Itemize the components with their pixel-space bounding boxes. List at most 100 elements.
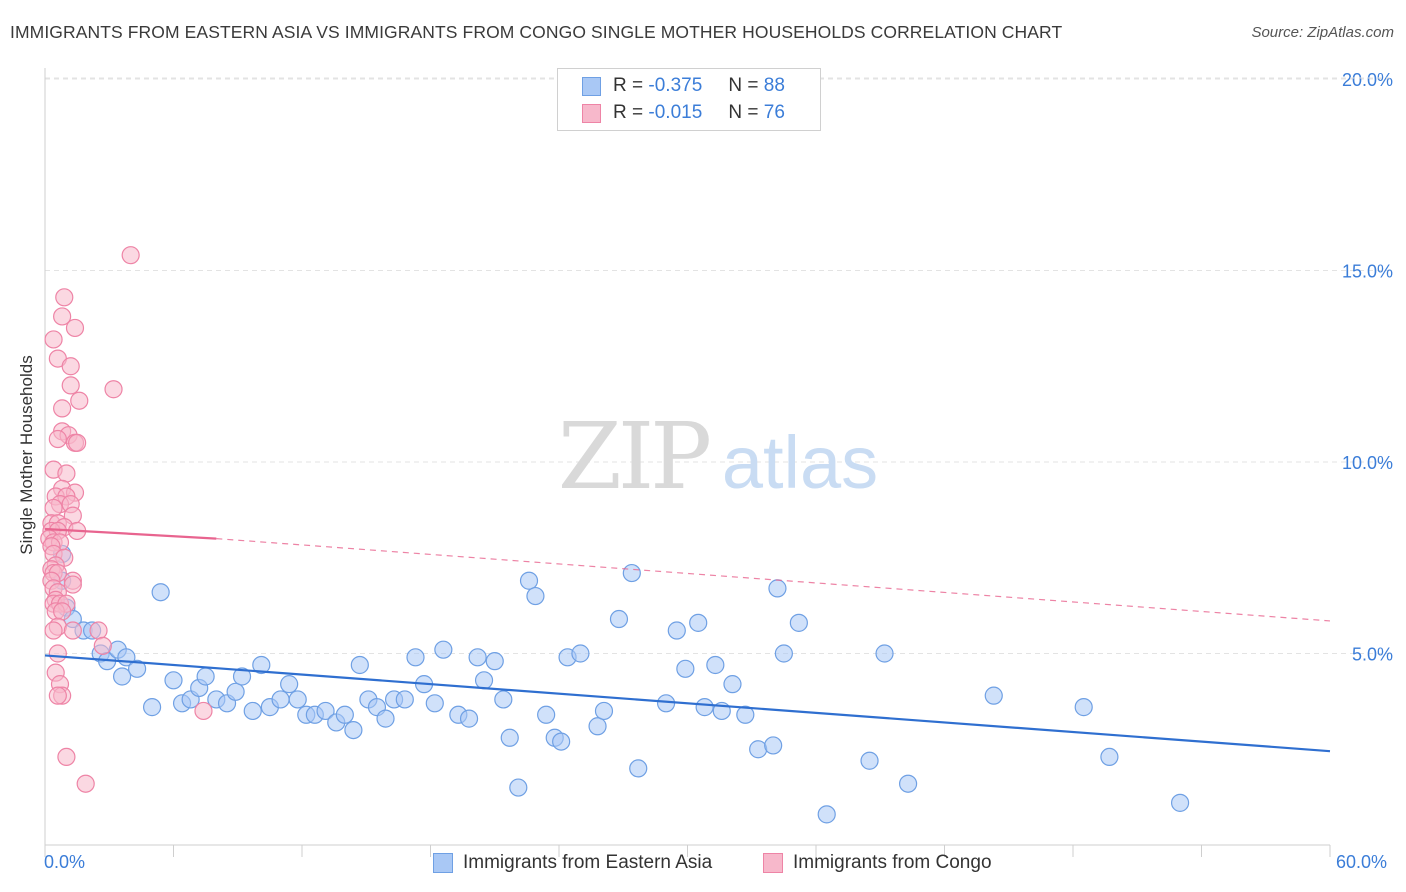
data-point-congo	[121, 246, 140, 265]
data-point-eastern-asia	[764, 736, 783, 755]
data-point-eastern-asia	[695, 698, 714, 717]
data-point-congo	[61, 376, 80, 395]
data-point-eastern-asia	[127, 659, 147, 678]
data-point-eastern-asia	[667, 621, 686, 640]
watermark-zip: ZIP	[558, 403, 709, 510]
data-point-eastern-asia	[434, 640, 453, 659]
data-point-eastern-asia	[288, 690, 307, 709]
data-point-eastern-asia	[316, 701, 335, 721]
data-point-eastern-asia	[344, 720, 363, 740]
data-point-eastern-asia	[252, 655, 271, 675]
data-point-eastern-asia	[151, 583, 170, 602]
series-legend-label: Immigrants from Eastern Asia	[463, 852, 713, 873]
legend-swatch-blue	[582, 76, 601, 96]
data-point-eastern-asia	[898, 774, 918, 793]
data-point-eastern-asia	[609, 609, 629, 629]
y-tick-label: 15.0%	[1342, 262, 1393, 282]
data-point-eastern-asia	[1170, 793, 1190, 812]
data-point-eastern-asia	[984, 686, 1003, 705]
series-swatch-blue	[433, 853, 453, 873]
data-point-eastern-asia	[817, 805, 836, 824]
data-point-eastern-asia	[500, 728, 519, 747]
data-point-eastern-asia	[395, 690, 414, 709]
data-point-congo	[48, 644, 67, 663]
data-point-congo	[104, 380, 123, 399]
data-point-eastern-asia	[280, 675, 299, 694]
data-point-eastern-asia	[112, 667, 132, 686]
data-point-eastern-asia	[723, 675, 742, 694]
data-point-congo	[70, 391, 89, 410]
series-legend-eastern-asia[interactable]: Immigrants from Eastern Asia	[433, 852, 712, 874]
data-point-congo	[44, 621, 63, 640]
data-point-eastern-asia	[689, 613, 708, 632]
y-tick-label: 20.0%	[1342, 70, 1393, 90]
data-point-eastern-asia	[519, 571, 539, 590]
data-point-eastern-asia	[425, 694, 444, 713]
data-point-eastern-asia	[537, 705, 556, 724]
data-point-eastern-asia	[226, 682, 245, 701]
data-point-eastern-asia	[271, 690, 290, 709]
data-point-eastern-asia	[196, 667, 215, 686]
series-swatch-pink	[763, 853, 783, 873]
trend-line-extension-congo	[216, 538, 1331, 622]
data-point-eastern-asia	[474, 671, 494, 690]
data-point-eastern-asia	[789, 613, 808, 632]
data-point-congo	[68, 433, 87, 452]
legend-r-value: -0.015	[648, 102, 703, 123]
data-point-eastern-asia	[749, 740, 768, 759]
legend-swatch-pink	[582, 103, 601, 123]
watermark-atlas: atlas	[722, 421, 878, 504]
x-tick-label-max: 60.0%	[1336, 852, 1388, 872]
data-point-eastern-asia	[571, 644, 590, 663]
legend-n-label: N =	[728, 75, 759, 96]
data-point-congo	[89, 621, 108, 640]
legend-row-congo: R = -0.015 N = 76	[582, 100, 785, 126]
data-point-eastern-asia	[875, 644, 894, 663]
data-point-congo	[48, 686, 67, 705]
data-point-congo	[44, 330, 63, 349]
data-point-congo	[63, 575, 82, 594]
y-tick-label: 10.0%	[1342, 453, 1393, 473]
data-point-eastern-asia	[736, 705, 755, 724]
source-label: Source: ZipAtlas.com	[1251, 24, 1394, 41]
trend-line-eastern-asia	[44, 654, 1331, 753]
data-point-eastern-asia	[142, 698, 162, 717]
data-point-congo	[55, 288, 74, 307]
legend-row-eastern-asia: R = -0.375 N = 88	[582, 73, 785, 99]
data-point-eastern-asia	[468, 648, 487, 667]
data-point-eastern-asia	[588, 717, 607, 736]
legend-r-label: R =	[613, 102, 644, 123]
data-point-eastern-asia	[1100, 747, 1119, 767]
y-tick-label: 5.0%	[1352, 645, 1393, 665]
data-point-eastern-asia	[335, 705, 354, 724]
data-point-eastern-asia	[459, 709, 479, 728]
data-point-eastern-asia	[526, 586, 545, 606]
data-point-congo	[57, 464, 76, 483]
data-point-congo	[57, 747, 76, 767]
data-point-congo	[53, 399, 72, 418]
data-point-congo	[53, 307, 72, 326]
x-tick-label-min: 0.0%	[44, 852, 86, 872]
data-point-congo	[53, 602, 72, 621]
data-point-eastern-asia	[494, 690, 513, 709]
data-point-eastern-asia	[629, 759, 648, 778]
legend-r-value: -0.375	[648, 75, 703, 96]
data-point-congo	[76, 774, 95, 793]
legend-n-value: 76	[763, 102, 785, 123]
data-point-congo	[48, 429, 67, 449]
series-legend-congo[interactable]: Immigrants from Congo	[763, 852, 992, 874]
data-point-eastern-asia	[706, 655, 725, 675]
data-point-eastern-asia	[485, 652, 504, 671]
data-point-eastern-asia	[376, 709, 395, 728]
correlation-legend: R = -0.375 N = 88 R = -0.015 N = 76	[557, 68, 821, 131]
data-point-congo	[65, 318, 85, 338]
trend-line-congo	[44, 527, 217, 540]
data-point-eastern-asia	[768, 579, 787, 598]
data-point-eastern-asia	[656, 694, 676, 713]
series-legend-label: Immigrants from Congo	[793, 852, 992, 873]
data-point-eastern-asia	[552, 732, 571, 751]
data-point-congo	[61, 357, 80, 376]
legend-r-label: R =	[613, 75, 644, 96]
data-point-eastern-asia	[406, 648, 425, 667]
